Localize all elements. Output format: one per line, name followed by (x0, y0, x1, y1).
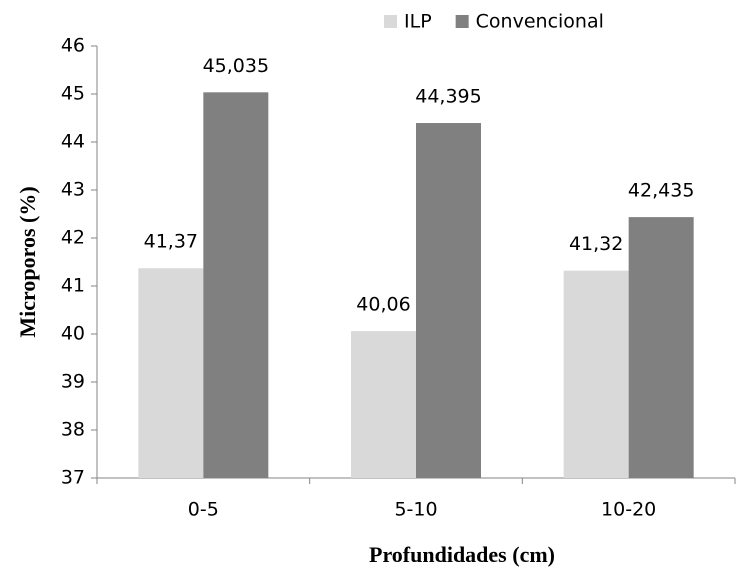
y-tick-label: 46 (61, 35, 85, 57)
y-axis-title: Microporos (%) (15, 186, 40, 337)
data-label: 44,395 (415, 86, 481, 108)
y-tick-label: 42 (61, 227, 85, 249)
bar (203, 92, 269, 478)
y-tick-label: 38 (61, 419, 85, 441)
legend-swatch (455, 15, 469, 28)
legend-label: Convencional (476, 11, 604, 33)
y-tick-label: 43 (61, 179, 85, 201)
bar (351, 331, 416, 478)
data-label: 41,32 (569, 233, 623, 255)
x-tick-label: 0-5 (188, 499, 219, 521)
y-tick-label: 40 (61, 323, 85, 345)
y-tick-label: 45 (61, 83, 85, 105)
data-label: 45,035 (203, 55, 269, 77)
x-tick-label: 5-10 (394, 499, 437, 521)
bar (138, 268, 204, 478)
y-tick-label: 39 (61, 371, 85, 393)
y-tick-label: 44 (61, 131, 85, 153)
bar (628, 217, 694, 478)
data-label: 40,06 (356, 294, 410, 316)
x-tick-label: 10-20 (601, 499, 656, 521)
bar (416, 123, 481, 478)
y-tick-label: 41 (61, 275, 85, 297)
x-axis-title: Profundidades (cm) (369, 542, 555, 567)
legend-label: ILP (404, 11, 432, 33)
data-label: 41,37 (144, 231, 198, 253)
bar (563, 270, 629, 478)
data-label: 42,435 (628, 180, 694, 202)
y-tick-label: 37 (61, 467, 85, 489)
legend-swatch (384, 15, 397, 28)
